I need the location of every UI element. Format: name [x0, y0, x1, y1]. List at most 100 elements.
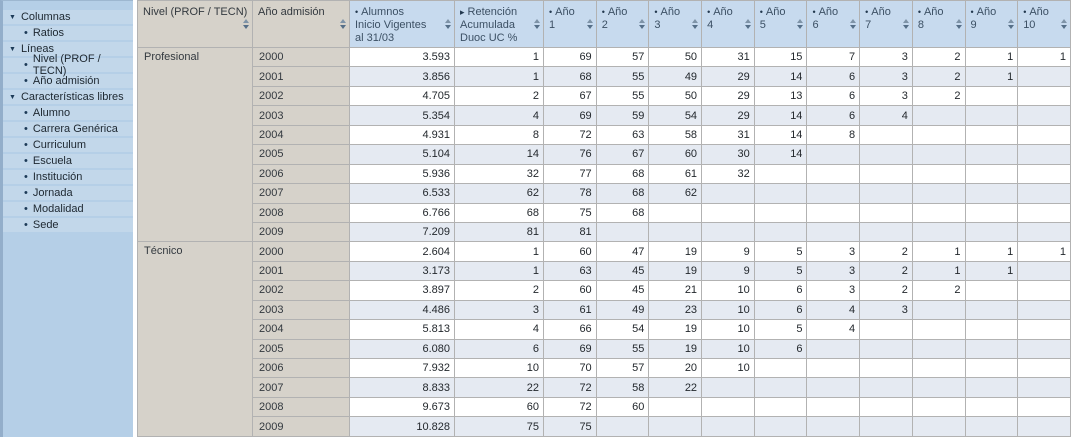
data-cell: 4: [806, 319, 861, 340]
data-cell: 2: [911, 85, 966, 107]
data-cell: 14: [753, 105, 808, 126]
row-header-year: 2000: [252, 241, 350, 262]
column-header-label: Año 6: [812, 6, 839, 31]
data-cell: [648, 396, 703, 418]
data-cell: [911, 319, 966, 340]
sidebar-item[interactable]: • Escuela: [3, 154, 133, 168]
data-cell: 10.828: [349, 416, 455, 437]
row-header-year: 2002: [252, 85, 350, 107]
sort-arrows-icon[interactable]: [1008, 19, 1015, 29]
column-header-label: Retención Acumulada Duoc UC %: [460, 6, 518, 44]
column-header-measure[interactable]: • Año 9: [964, 0, 1019, 48]
column-header-label: Año 9: [970, 6, 997, 31]
measure-prefix-icon: •: [654, 7, 658, 17]
data-cell: 32: [454, 163, 544, 185]
data-cell: [859, 183, 913, 204]
column-header-measure[interactable]: ▸ Retención Acumulada Duoc UC %: [454, 0, 544, 48]
sidebar-item[interactable]: • Año admisión: [3, 74, 133, 88]
data-cell: 45: [595, 260, 650, 282]
measure-prefix-icon: •: [970, 7, 974, 17]
data-cell: [753, 416, 808, 437]
data-cell: [964, 416, 1019, 437]
sidebar-item[interactable]: • Ratios: [3, 26, 133, 40]
data-cell: 7: [806, 46, 861, 68]
data-cell: 4: [454, 319, 544, 340]
column-header-measure[interactable]: • Año 7: [859, 0, 913, 48]
column-header-measure[interactable]: • Alumnos Inicio Vigentes al 31/03: [349, 0, 455, 48]
sort-arrows-icon[interactable]: [445, 19, 451, 29]
sort-arrows-icon[interactable]: [692, 19, 699, 29]
data-cell: 62: [648, 183, 703, 204]
sort-arrows-icon[interactable]: [1061, 19, 1067, 29]
triangle-down-icon[interactable]: ▼: [9, 13, 16, 21]
column-header-measure[interactable]: • Año 8: [911, 0, 966, 48]
column-header-dimension[interactable]: Nivel (PROF / TECN): [137, 0, 253, 48]
data-cell: [1017, 202, 1071, 223]
sidebar-item[interactable]: • Institución: [3, 170, 133, 184]
column-header-measure[interactable]: • Año 2: [595, 0, 650, 48]
column-header-measure[interactable]: • Año 4: [701, 0, 755, 48]
row-header-year: 2004: [252, 319, 350, 340]
data-cell: 7.209: [349, 221, 455, 243]
sidebar-item[interactable]: • Sede: [3, 218, 133, 232]
data-cell: [859, 221, 913, 243]
data-cell: 50: [648, 85, 703, 107]
triangle-down-icon[interactable]: ▼: [9, 93, 16, 101]
sidebar-item[interactable]: • Curriculum: [3, 138, 133, 152]
column-header-measure[interactable]: • Año 10: [1017, 0, 1071, 48]
data-cell: 3: [859, 85, 913, 107]
sidebar-item-label: Alumno: [32, 107, 71, 119]
data-cell: [911, 183, 966, 204]
table-row: 2002 3.897 2 60 45 21 10 6 3 2 2: [138, 280, 1071, 301]
sidebar-group-1[interactable]: ▼ Líneas: [3, 42, 133, 56]
data-cell: 2: [911, 66, 966, 87]
sidebar-item[interactable]: • Modalidad: [3, 202, 133, 216]
data-cell: 9.673: [349, 396, 455, 418]
data-cell: 63: [543, 260, 597, 282]
sort-arrows-icon[interactable]: [534, 19, 540, 29]
sort-arrows-icon[interactable]: [744, 19, 751, 29]
triangle-down-icon[interactable]: ▼: [9, 45, 16, 53]
sort-arrows-icon[interactable]: [955, 19, 962, 29]
sidebar-item-label: Sede: [32, 219, 59, 231]
sidebar-item[interactable]: • Alumno: [3, 106, 133, 120]
sort-arrows-icon[interactable]: [902, 19, 909, 29]
data-cell: [806, 221, 861, 243]
table-row: Técnico 2000 2.604 1 60 47 19 9 5 3 2 1 1 1: [137, 241, 1071, 437]
sort-arrows-icon[interactable]: [340, 19, 346, 29]
sort-arrows-icon[interactable]: [243, 19, 249, 29]
column-header-measure[interactable]: • Año 1: [543, 0, 597, 48]
data-cell: 1: [454, 66, 544, 87]
column-header-dimension[interactable]: Año admisión: [252, 0, 350, 48]
column-header-measure[interactable]: • Año 3: [648, 0, 703, 48]
data-cell: [964, 299, 1019, 321]
data-cell: 68: [454, 202, 544, 223]
data-cell: [1017, 163, 1071, 185]
data-cell: 3: [454, 299, 544, 321]
sidebar-item-label: Jornada: [32, 187, 73, 199]
sort-arrows-icon[interactable]: [639, 19, 646, 29]
sidebar-group-0[interactable]: ▼ Columnas: [3, 10, 133, 24]
row-header-year: 2001: [252, 66, 350, 87]
sidebar-item-label: Año admisión: [32, 75, 100, 87]
data-cell: 75: [454, 416, 544, 437]
sidebar-group-label: Características libres: [20, 91, 124, 103]
sidebar-item[interactable]: • Nivel (PROF / TECN): [3, 53, 133, 77]
data-cell: [964, 357, 1019, 379]
row-header-nivel: Técnico: [137, 241, 253, 437]
data-cell: [1017, 377, 1071, 398]
data-cell: 66: [543, 319, 597, 340]
sort-arrows-icon[interactable]: [850, 19, 857, 29]
sort-arrows-icon[interactable]: [797, 19, 804, 29]
measure-prefix-icon: ▸: [460, 7, 465, 17]
data-cell: 1: [1017, 241, 1071, 262]
column-header-measure[interactable]: • Año 5: [753, 0, 808, 48]
data-cell: [753, 377, 808, 398]
sidebar-item[interactable]: • Jornada: [3, 186, 133, 200]
sidebar-group-2[interactable]: ▼ Características libres: [3, 90, 133, 104]
table-row: 2009 7.209 81 81: [138, 221, 1071, 243]
data-cell: 60: [595, 396, 650, 418]
column-header-measure[interactable]: • Año 6: [806, 0, 861, 48]
sidebar-item[interactable]: • Carrera Genérica: [3, 122, 133, 136]
sort-arrows-icon[interactable]: [586, 19, 593, 29]
